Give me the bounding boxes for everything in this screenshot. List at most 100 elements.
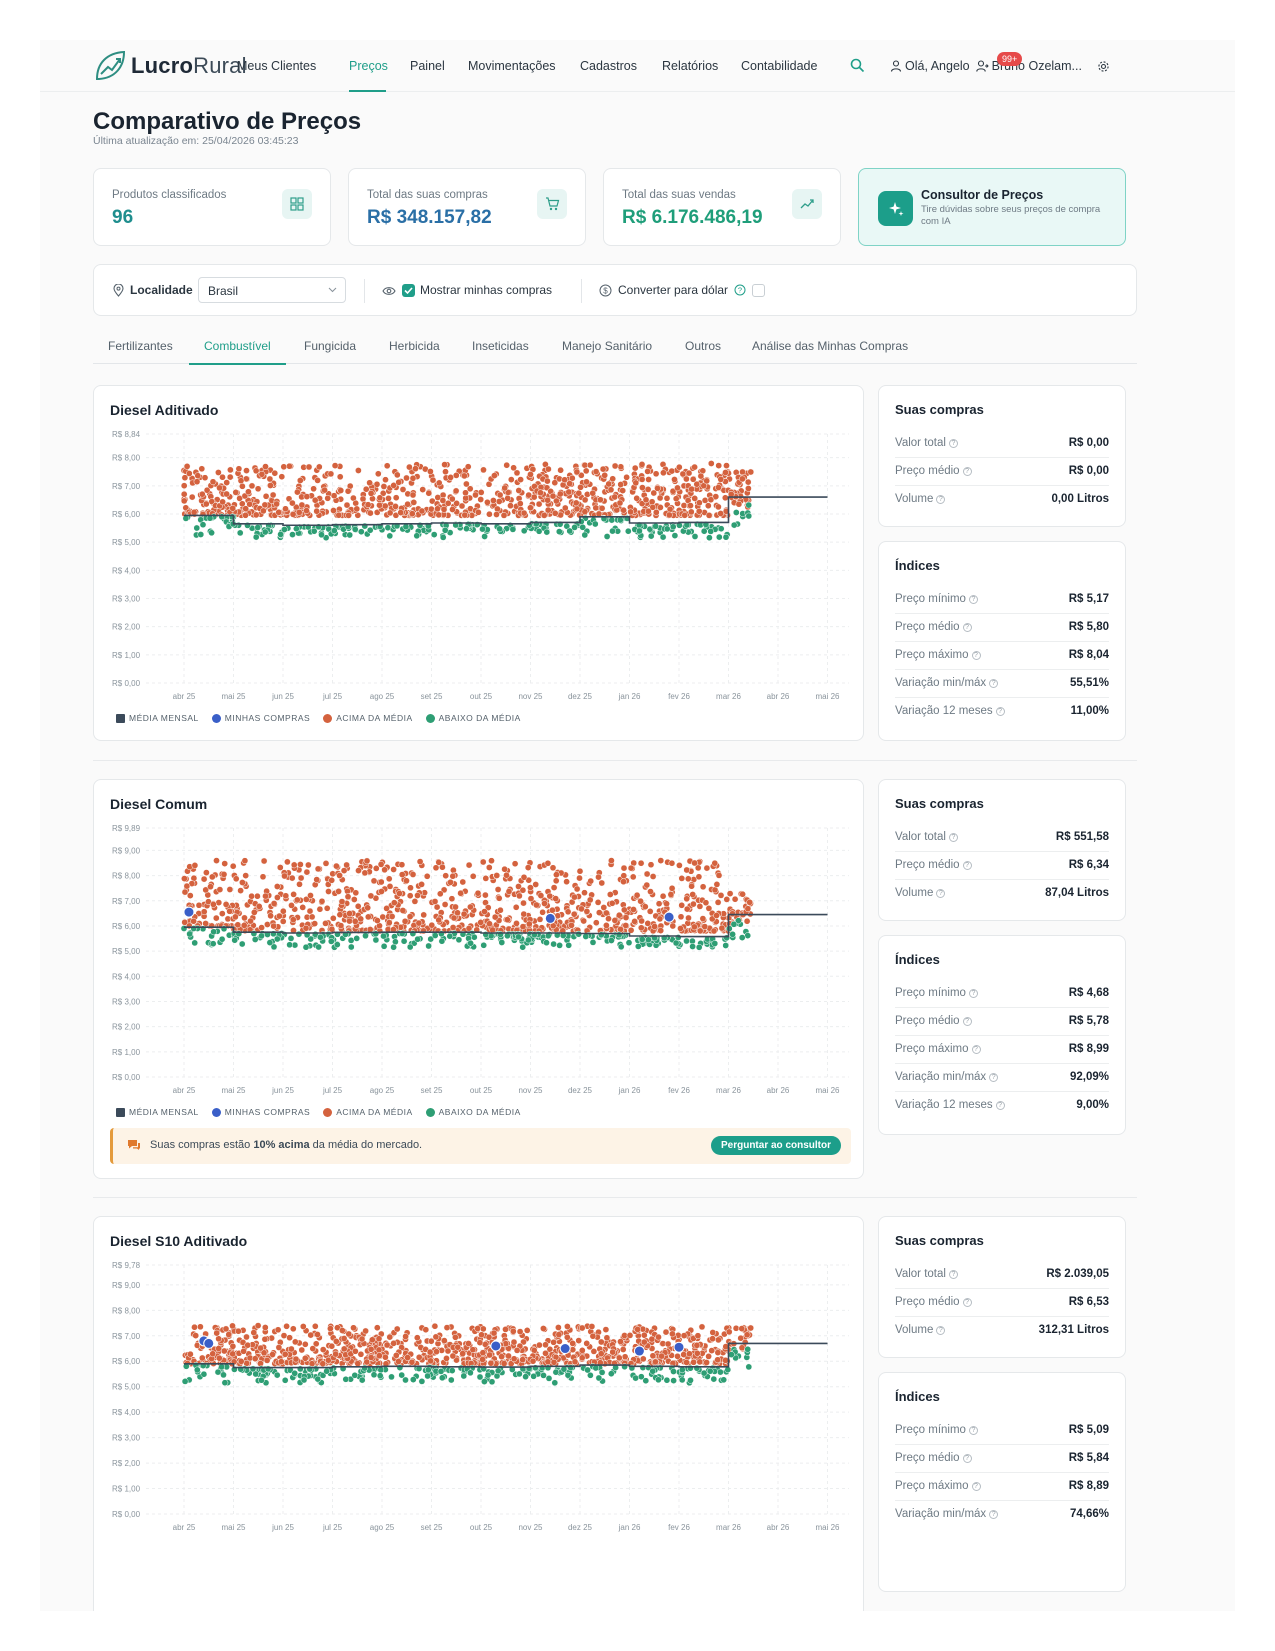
- tab-manejo-sanitario[interactable]: Manejo Sanitário: [562, 339, 653, 353]
- help-icon[interactable]: ?: [962, 467, 972, 476]
- point-above-average: [226, 473, 234, 481]
- point-above-average: [662, 1328, 670, 1336]
- user-greeting[interactable]: Olá, Angelo: [905, 59, 970, 73]
- user-area: Olá, Angelo Bruno Ozelam...: [890, 40, 1110, 92]
- help-icon[interactable]: ?: [995, 707, 1005, 716]
- help-icon[interactable]: ?: [962, 861, 972, 870]
- x-tick-label: dez 25: [568, 692, 593, 701]
- logo[interactable]: LucroRural: [93, 50, 247, 82]
- point-below-average: [525, 936, 532, 944]
- point-above-average: [691, 923, 698, 931]
- x-tick-label: jan 26: [618, 1086, 641, 1095]
- point-above-average: [590, 1348, 598, 1355]
- point-below-average: [182, 515, 190, 522]
- point-above-average: [644, 920, 652, 927]
- point-above-average: [305, 861, 312, 869]
- help-icon[interactable]: ?: [962, 623, 972, 632]
- point-above-average: [669, 922, 677, 930]
- nav-painel[interactable]: Painel: [410, 59, 445, 73]
- help-icon[interactable]: ?: [968, 989, 978, 998]
- help-icon[interactable]: ?: [989, 1510, 999, 1519]
- help-icon[interactable]: ?: [971, 651, 981, 660]
- point-above-average: [398, 861, 406, 869]
- help-icon[interactable]: ?: [734, 284, 746, 296]
- legend-item-mean[interactable]: MÉDIA MENSAL: [116, 1107, 199, 1117]
- point-below-average: [293, 525, 300, 533]
- nav-meus-clientes[interactable]: Meus Clientes: [237, 59, 317, 73]
- price-consultant-card[interactable]: Consultor de Preços Tire dúvidas sobre s…: [858, 168, 1126, 246]
- x-tick-label: jun 25: [271, 1086, 294, 1095]
- point-above-average: [603, 1334, 611, 1342]
- convert-dollar-checkbox[interactable]: [752, 284, 765, 297]
- point-above-average: [647, 888, 654, 895]
- point-above-average: [212, 914, 220, 922]
- help-icon[interactable]: ?: [936, 495, 946, 504]
- help-icon[interactable]: ?: [989, 1073, 999, 1082]
- location-select[interactable]: Brasil: [198, 277, 346, 303]
- legend-item-mine[interactable]: MINHAS COMPRAS: [211, 713, 310, 723]
- legend-item-mine[interactable]: MINHAS COMPRAS: [211, 1107, 310, 1117]
- point-below-average: [745, 512, 753, 520]
- point-above-average: [267, 912, 274, 920]
- point-below-average: [632, 1374, 639, 1382]
- tab-fertilizantes[interactable]: Fertilizantes: [108, 339, 173, 353]
- help-icon[interactable]: ?: [971, 1045, 981, 1054]
- show-purchases-checkbox[interactable]: [402, 284, 415, 297]
- search-icon[interactable]: [850, 58, 865, 73]
- nav-cadastros[interactable]: Cadastros: [580, 59, 637, 73]
- help-icon[interactable]: ?: [936, 1326, 946, 1335]
- nav-movimentacoes[interactable]: Movimentações: [468, 59, 556, 73]
- help-icon[interactable]: ?: [962, 1017, 972, 1026]
- help-icon[interactable]: ?: [971, 1482, 981, 1491]
- point-below-average: [347, 937, 355, 944]
- legend-item-mean[interactable]: MÉDIA MENSAL: [116, 713, 199, 723]
- point-above-average: [243, 467, 250, 474]
- nav-precos[interactable]: Preços: [349, 40, 388, 92]
- help-icon[interactable]: ?: [962, 1298, 972, 1307]
- tab-inseticidas[interactable]: Inseticidas: [472, 339, 529, 353]
- legend-item-above[interactable]: ACIMA DA MÉDIA: [323, 713, 412, 723]
- nav-relatorios[interactable]: Relatórios: [662, 59, 719, 73]
- help-icon[interactable]: ?: [948, 1270, 958, 1279]
- point-below-average: [281, 526, 288, 533]
- point-above-average: [594, 899, 602, 906]
- tab-outros[interactable]: Outros: [685, 339, 722, 353]
- point-above-average: [254, 485, 262, 493]
- point-above-average: [595, 873, 602, 881]
- kpi-label: Total das suas compras: [367, 189, 488, 201]
- point-above-average: [552, 895, 560, 902]
- tab-analise-minhas-compras[interactable]: Análise das Minhas Compras: [752, 339, 909, 353]
- point-above-average: [435, 916, 443, 924]
- point-above-average: [197, 1323, 204, 1331]
- gear-icon[interactable]: [1097, 60, 1110, 73]
- help-icon[interactable]: ?: [936, 889, 946, 898]
- help-icon[interactable]: ?: [948, 833, 958, 842]
- legend-item-below[interactable]: ABAIXO DA MÉDIA: [425, 713, 521, 723]
- point-above-average: [651, 923, 658, 930]
- legend-item-above[interactable]: ACIMA DA MÉDIA: [323, 1107, 412, 1117]
- help-icon[interactable]: ?: [948, 439, 958, 448]
- help-icon[interactable]: ?: [968, 595, 978, 604]
- point-above-average: [385, 495, 392, 502]
- legend-item-below[interactable]: ABAIXO DA MÉDIA: [425, 1107, 521, 1117]
- nav-contabilidade[interactable]: Contabilidade: [741, 59, 818, 73]
- tab-fungicida[interactable]: Fungicida: [304, 339, 357, 353]
- point-above-average: [569, 1340, 577, 1347]
- help-icon[interactable]: ?: [962, 1454, 972, 1463]
- help-icon[interactable]: ?: [995, 1101, 1005, 1110]
- point-above-average: [620, 864, 628, 872]
- notification-badge[interactable]: 99+: [997, 52, 1023, 66]
- point-above-average: [714, 1349, 722, 1356]
- help-icon[interactable]: ?: [989, 679, 999, 688]
- help-icon[interactable]: ?: [968, 1426, 978, 1435]
- tab-combustivel[interactable]: Combustível: [189, 330, 286, 365]
- sparkle-icon: [878, 191, 913, 226]
- show-purchases-label[interactable]: Mostrar minhas compras: [420, 283, 553, 297]
- divider: [581, 279, 582, 303]
- tab-herbicida[interactable]: Herbicida: [389, 339, 440, 353]
- x-tick-label: mar 26: [716, 1523, 741, 1532]
- point-below-average: [281, 1376, 289, 1384]
- convert-dollar-label[interactable]: Converter para dólar: [618, 283, 729, 297]
- point-above-average: [362, 1327, 369, 1335]
- ask-consultant-button[interactable]: Perguntar ao consultor: [710, 1136, 841, 1155]
